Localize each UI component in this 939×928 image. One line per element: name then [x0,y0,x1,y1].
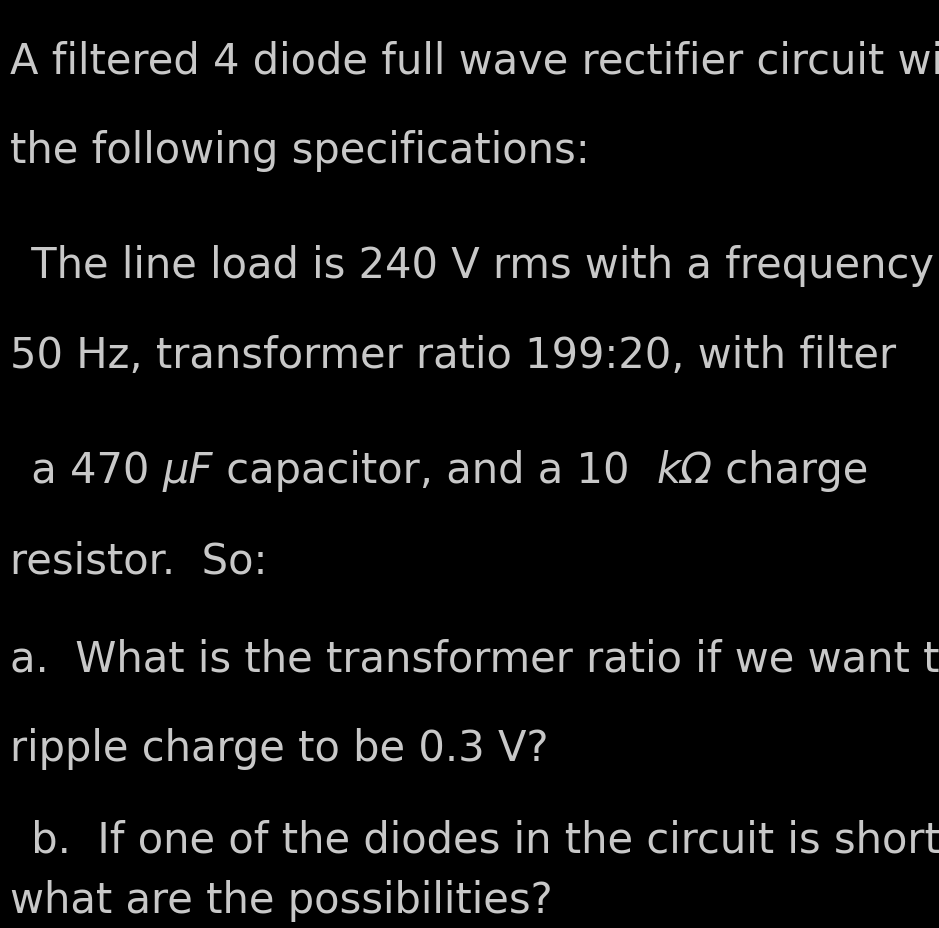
Text: a.  What is the transformer ratio if we want the: a. What is the transformer ratio if we w… [10,638,939,679]
Text: The line load is 240 V rms with a frequency of: The line load is 240 V rms with a freque… [18,245,939,287]
Text: the following specifications:: the following specifications: [10,130,590,172]
Text: μF: μF [162,449,213,492]
Text: 50 Hz, transformer ratio 199:20, with filter: 50 Hz, transformer ratio 199:20, with fi… [10,335,896,377]
Text: charge: charge [712,449,869,492]
Text: what are the possibilities?: what are the possibilities? [10,879,553,921]
Text: A filtered 4 diode full wave rectifier circuit with: A filtered 4 diode full wave rectifier c… [10,40,939,82]
Text: a 470: a 470 [18,449,162,492]
Text: capacitor, and a 10: capacitor, and a 10 [213,449,656,492]
Text: ripple charge to be 0.3 V?: ripple charge to be 0.3 V? [10,728,548,769]
Text: kΩ: kΩ [656,449,712,492]
Text: b.  If one of the diodes in the circuit is short,: b. If one of the diodes in the circuit i… [18,819,939,861]
Text: resistor.  So:: resistor. So: [10,539,268,581]
